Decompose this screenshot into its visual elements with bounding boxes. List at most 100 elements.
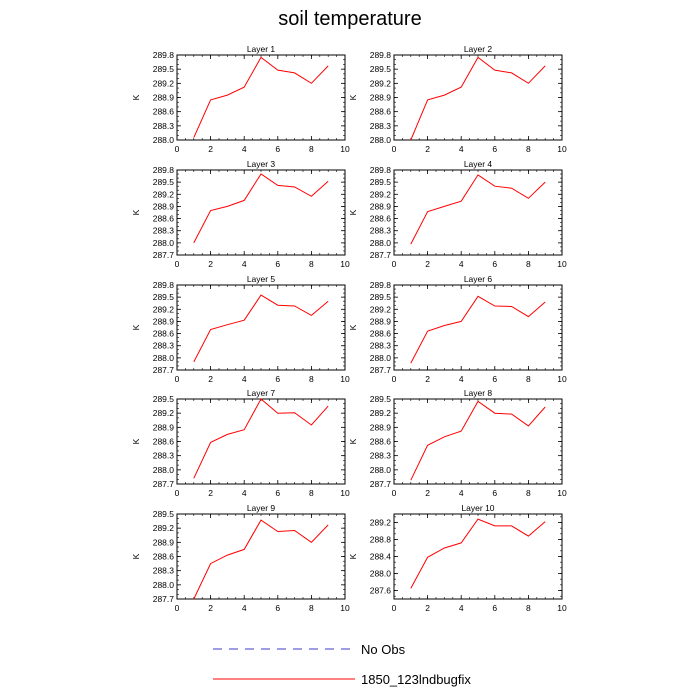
y-tick-label: 288.6 xyxy=(153,214,175,224)
x-tick-label: 10 xyxy=(557,144,567,154)
y-tick-label: 288.3 xyxy=(153,121,175,131)
series-line xyxy=(410,174,546,245)
x-tick-label: 0 xyxy=(392,144,397,154)
x-tick-label: 2 xyxy=(208,603,213,613)
y-axis-label: K xyxy=(131,324,141,330)
panel-title: Layer 6 xyxy=(464,274,493,284)
y-tick-label: 289.5 xyxy=(153,177,175,187)
x-tick-label: 6 xyxy=(492,603,497,613)
y-tick-label: 287.7 xyxy=(370,250,392,260)
x-tick-label: 0 xyxy=(175,144,180,154)
series-line xyxy=(193,173,329,244)
x-tick-label: 4 xyxy=(242,374,247,384)
x-tick-label: 8 xyxy=(309,144,314,154)
x-tick-label: 6 xyxy=(492,488,497,498)
x-tick-label: 6 xyxy=(275,259,280,269)
panel-3: Layer 3K287.7288.0288.3288.6288.9289.228… xyxy=(131,159,350,269)
plot-frame xyxy=(176,54,346,141)
plot-frame xyxy=(176,398,346,485)
x-tick-label: 2 xyxy=(208,374,213,384)
x-tick-label: 8 xyxy=(526,488,531,498)
y-axis-label: K xyxy=(348,324,358,330)
x-tick-label: 6 xyxy=(275,488,280,498)
y-tick-label: 289.5 xyxy=(370,292,392,302)
x-tick-label: 4 xyxy=(459,259,464,269)
x-tick-label: 8 xyxy=(526,259,531,269)
x-tick-label: 2 xyxy=(208,259,213,269)
x-tick-label: 0 xyxy=(175,603,180,613)
y-tick-label: 288.0 xyxy=(153,135,175,145)
panel-title: Layer 3 xyxy=(247,159,276,169)
legend-label: No Obs xyxy=(361,642,406,657)
y-tick-label: 287.7 xyxy=(153,250,175,260)
series-line xyxy=(193,398,329,479)
y-tick-label: 287.7 xyxy=(153,479,175,489)
y-tick-label: 289.2 xyxy=(153,189,175,199)
y-tick-label: 289.2 xyxy=(153,408,175,418)
y-axis-label: K xyxy=(131,94,141,100)
y-tick-label: 289.2 xyxy=(370,518,392,528)
x-tick-label: 4 xyxy=(242,259,247,269)
x-tick-label: 0 xyxy=(175,259,180,269)
y-tick-label: 289.8 xyxy=(153,280,175,290)
x-tick-label: 2 xyxy=(208,488,213,498)
y-tick-label: 289.2 xyxy=(370,408,392,418)
x-tick-label: 0 xyxy=(175,374,180,384)
x-tick-label: 10 xyxy=(557,603,567,613)
x-tick-label: 8 xyxy=(309,488,314,498)
y-tick-label: 288.3 xyxy=(370,341,392,351)
panel-8: Layer 8K287.7288.0288.3288.6288.9289.228… xyxy=(348,388,567,498)
x-tick-label: 4 xyxy=(459,144,464,154)
x-tick-label: 4 xyxy=(459,603,464,613)
y-tick-label: 289.5 xyxy=(370,177,392,187)
y-tick-label: 288.9 xyxy=(370,316,392,326)
plot-frame xyxy=(393,169,563,256)
x-tick-label: 0 xyxy=(392,374,397,384)
y-tick-label: 288.6 xyxy=(153,329,175,339)
x-tick-label: 10 xyxy=(557,259,567,269)
y-tick-label: 288.0 xyxy=(153,580,175,590)
panel-title: Layer 1 xyxy=(247,44,276,54)
x-tick-label: 4 xyxy=(459,488,464,498)
y-tick-label: 289.5 xyxy=(153,64,175,74)
panel-6: Layer 6K287.7288.0288.3288.6288.9289.228… xyxy=(348,274,567,384)
x-tick-label: 2 xyxy=(425,603,430,613)
y-tick-label: 287.7 xyxy=(370,365,392,375)
y-tick-label: 288.3 xyxy=(370,121,392,131)
y-tick-label: 289.2 xyxy=(153,523,175,533)
y-axis-label: K xyxy=(131,438,141,444)
x-tick-label: 2 xyxy=(425,259,430,269)
series-line xyxy=(410,56,546,141)
y-axis-label: K xyxy=(131,553,141,559)
y-axis-label: K xyxy=(348,209,358,215)
y-tick-label: 288.3 xyxy=(153,226,175,236)
plot-frame xyxy=(393,513,563,600)
y-tick-label: 287.7 xyxy=(153,594,175,604)
y-tick-label: 289.2 xyxy=(153,78,175,88)
y-tick-label: 288.3 xyxy=(370,226,392,236)
plot-frame xyxy=(393,398,563,485)
y-tick-label: 289.5 xyxy=(153,292,175,302)
y-tick-label: 289.8 xyxy=(370,280,392,290)
y-tick-label: 289.5 xyxy=(153,394,175,404)
plot-frame xyxy=(176,284,346,371)
y-tick-label: 288.0 xyxy=(370,465,392,475)
x-tick-label: 0 xyxy=(175,488,180,498)
x-tick-label: 10 xyxy=(557,374,567,384)
y-tick-label: 288.6 xyxy=(370,329,392,339)
y-tick-label: 288.9 xyxy=(153,201,175,211)
x-tick-label: 10 xyxy=(340,259,350,269)
y-tick-label: 288.6 xyxy=(370,437,392,447)
y-tick-label: 288.9 xyxy=(153,93,175,103)
x-tick-label: 10 xyxy=(340,603,350,613)
y-axis-label: K xyxy=(131,209,141,215)
y-tick-label: 288.4 xyxy=(370,552,392,562)
x-tick-label: 4 xyxy=(459,374,464,384)
x-tick-label: 10 xyxy=(340,488,350,498)
y-tick-label: 288.9 xyxy=(153,422,175,432)
y-tick-label: 287.7 xyxy=(370,479,392,489)
plot-frame xyxy=(176,513,346,600)
y-tick-label: 288.0 xyxy=(370,569,392,579)
panel-1: Layer 1K288.0288.3288.6288.9289.2289.528… xyxy=(131,44,350,154)
y-tick-label: 288.6 xyxy=(153,107,175,117)
